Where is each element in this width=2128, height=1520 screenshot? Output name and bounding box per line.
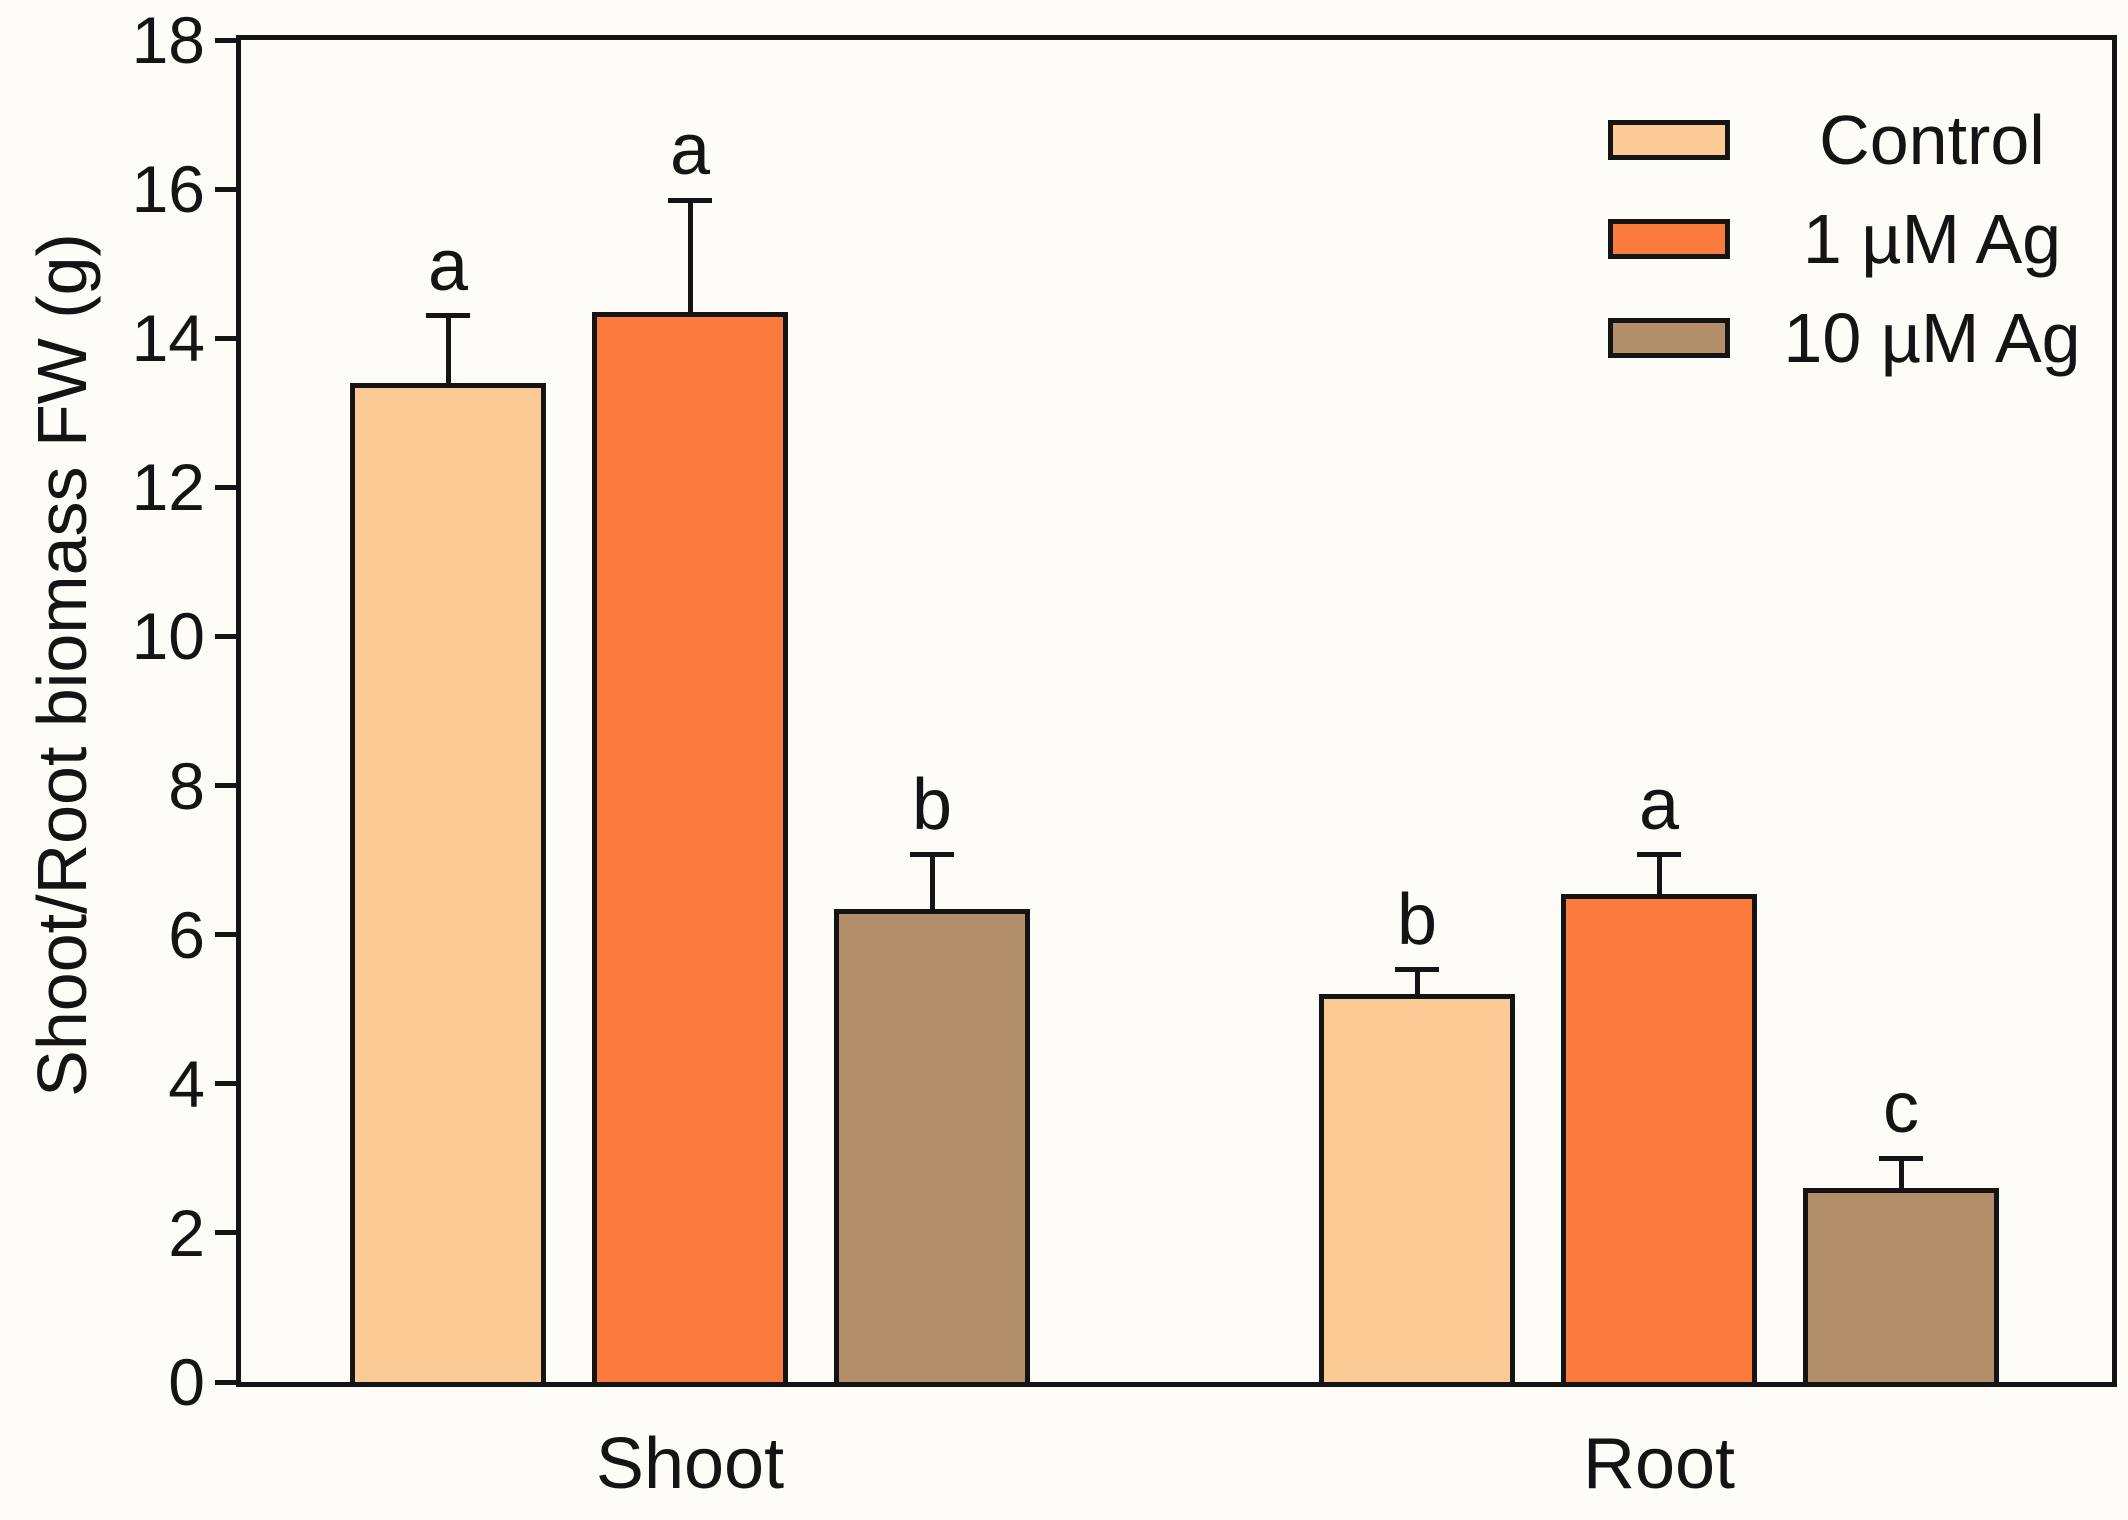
y-axis-tick xyxy=(215,484,241,490)
bar-shoot-1-µm-ag xyxy=(592,312,788,1387)
significance-letter-root-1-µm-ag: a xyxy=(1638,764,1680,845)
y-tick-label: 2 xyxy=(168,1195,205,1270)
error-bar-root-10-µm-ag xyxy=(1898,1158,1904,1189)
legend-swatch-1-µm-ag xyxy=(1608,219,1730,259)
legend-swatch-control xyxy=(1608,120,1730,160)
significance-letter-shoot-1-µm-ag: a xyxy=(669,110,711,191)
legend-label-10-µm-ag: 10 µM Ag xyxy=(1783,299,2081,377)
error-bar-root-control xyxy=(1414,969,1420,995)
x-category-label-root: Root xyxy=(1582,1424,1736,1504)
y-axis-tick xyxy=(215,37,241,43)
error-bar-cap-shoot-control xyxy=(426,313,470,319)
significance-letter-root-control: b xyxy=(1396,879,1438,960)
plot-frame xyxy=(236,35,2117,1387)
error-bar-cap-root-control xyxy=(1395,967,1439,973)
legend-swatch-10-µm-ag xyxy=(1608,318,1730,358)
y-tick-label: 16 xyxy=(131,152,205,227)
y-axis-tick xyxy=(215,186,241,192)
error-bar-shoot-10-µm-ag xyxy=(929,854,935,909)
significance-letter-root-10-µm-ag: c xyxy=(1883,1068,1919,1149)
significance-letter-shoot-10-µm-ag: b xyxy=(911,764,953,845)
error-bar-shoot-1-µm-ag xyxy=(687,200,693,313)
y-axis-tick xyxy=(215,335,241,341)
error-bar-cap-root-10-µm-ag xyxy=(1879,1155,1923,1161)
y-axis-tick xyxy=(215,1081,241,1087)
bar-shoot-control xyxy=(350,382,546,1387)
y-axis-tick xyxy=(215,932,241,938)
y-tick-label: 18 xyxy=(131,3,205,77)
bar-root-1-µm-ag xyxy=(1561,893,1757,1387)
bar-root-control xyxy=(1319,994,1515,1387)
y-tick-label: 4 xyxy=(168,1046,205,1121)
y-tick-label: 10 xyxy=(131,599,205,674)
y-tick-label: 6 xyxy=(168,897,205,972)
y-axis-tick xyxy=(215,783,241,789)
x-category-label-shoot: Shoot xyxy=(595,1424,785,1504)
y-axis-tick xyxy=(215,1230,241,1236)
y-axis-tick xyxy=(215,1379,241,1385)
y-tick-label: 8 xyxy=(168,748,205,823)
error-bar-cap-shoot-1-µm-ag xyxy=(668,197,712,203)
significance-letter-shoot-control: a xyxy=(427,225,469,306)
error-bar-cap-shoot-10-µm-ag xyxy=(910,852,954,858)
y-tick-label: 0 xyxy=(168,1345,205,1419)
y-tick-label: 12 xyxy=(131,450,205,525)
bar-shoot-10-µm-ag xyxy=(834,908,1030,1387)
legend-label-control: Control xyxy=(1819,101,2045,179)
error-bar-shoot-control xyxy=(445,315,451,383)
error-bar-root-1-µm-ag xyxy=(1656,854,1662,894)
legend-label-1-µm-ag: 1 µM Ag xyxy=(1802,200,2062,278)
y-tick-label: 14 xyxy=(131,301,205,376)
error-bar-cap-root-1-µm-ag xyxy=(1637,852,1681,858)
y-axis-tick xyxy=(215,633,241,639)
bar-root-10-µm-ag xyxy=(1803,1188,1999,1387)
